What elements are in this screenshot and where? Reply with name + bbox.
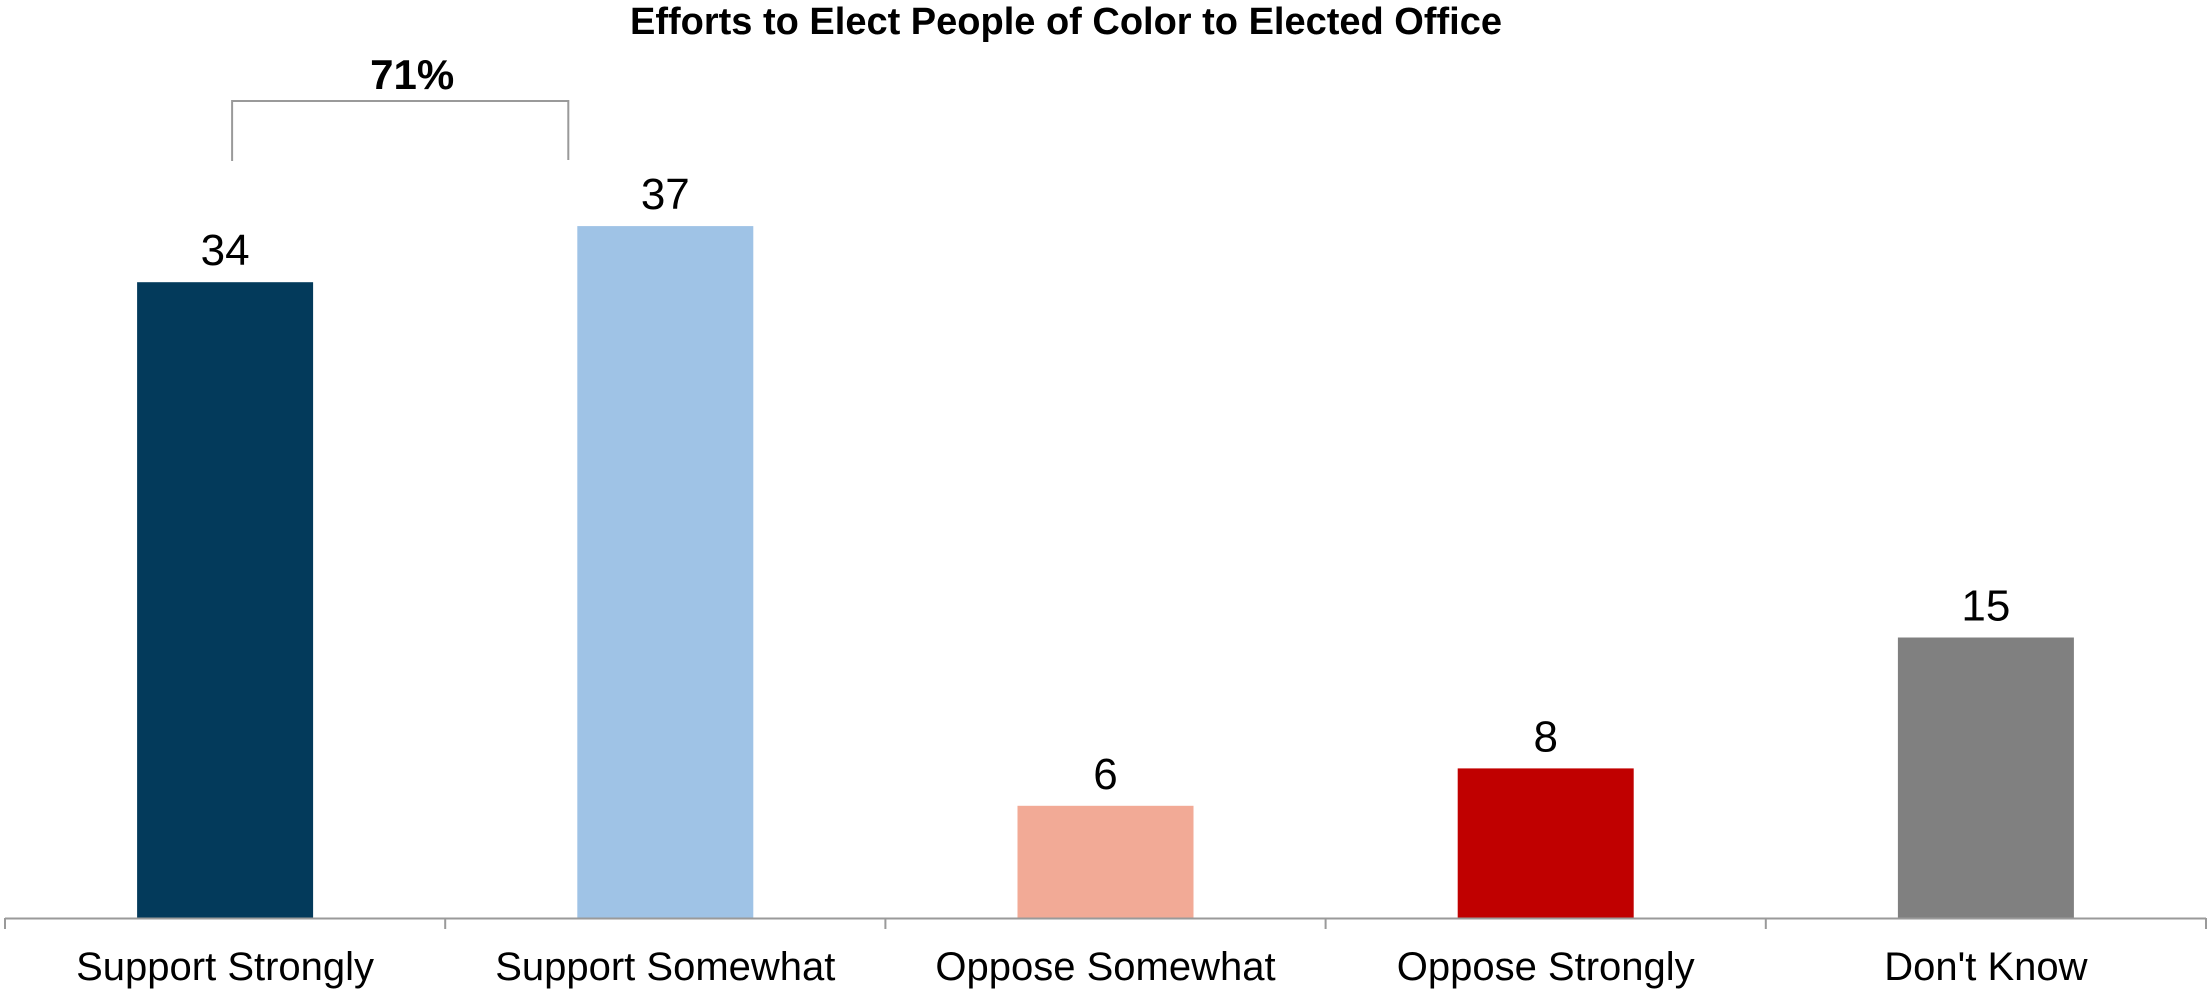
bracket-label: 71% (370, 51, 454, 98)
data-label-oppose-somewhat: 6 (1093, 750, 1117, 799)
data-label-support-strongly: 34 (201, 226, 250, 275)
bar-oppose-somewhat (1017, 805, 1194, 918)
x-tick-label-oppose-somewhat: Oppose Somewhat (935, 945, 1275, 989)
data-labels-group: 34 37 6 8 15 (201, 170, 2011, 799)
bar-support-somewhat (577, 226, 754, 919)
data-label-oppose-strongly: 8 (1533, 712, 1557, 761)
x-axis (4, 917, 2207, 929)
chart-title: Efforts to Elect People of Color to Elec… (630, 1, 1502, 43)
data-label-don-t-know: 15 (1961, 582, 2010, 631)
data-label-support-somewhat: 37 (641, 170, 690, 219)
x-tick-labels-group: Support Strongly Support Somewhat Oppose S… (76, 945, 2088, 989)
bar-don-t-know (1897, 637, 2074, 918)
x-tick-label-support-strongly: Support Strongly (76, 945, 374, 989)
x-tick-label-support-somewhat: Support Somewhat (495, 945, 835, 989)
bracket-annotation: 71% (231, 51, 570, 161)
bracket-line (231, 100, 570, 161)
bars-group (137, 226, 2074, 919)
x-tick-label-oppose-strongly: Oppose Strongly (1397, 945, 1695, 989)
x-tick-label-don-t-know: Don't Know (1884, 945, 2087, 989)
bar-oppose-strongly (1457, 768, 1634, 918)
bar-support-strongly (137, 282, 314, 918)
